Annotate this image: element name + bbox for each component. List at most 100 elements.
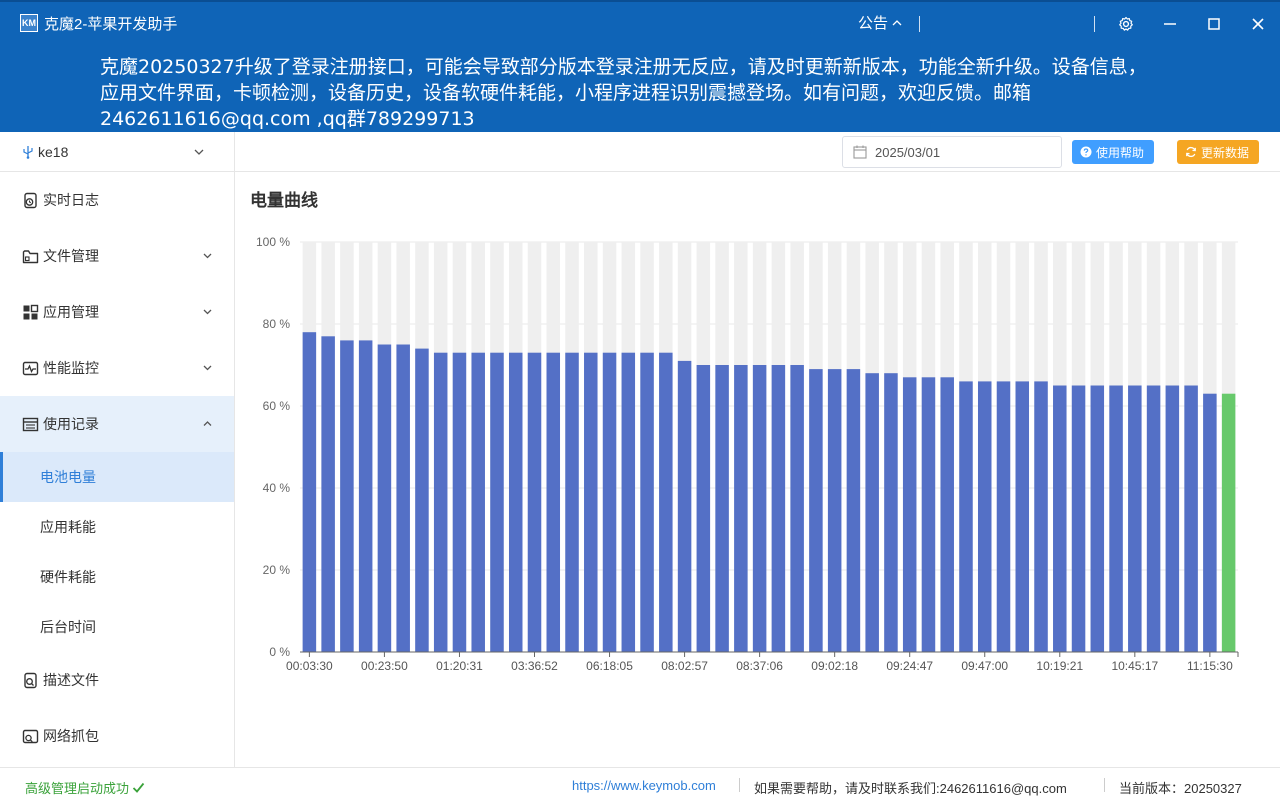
bar	[715, 365, 729, 652]
gear-icon	[1119, 16, 1133, 31]
y-tick-label: 40 %	[263, 481, 291, 495]
status-message-text: 高级管理启动成功	[25, 781, 130, 796]
divider	[1094, 16, 1095, 32]
sidebar-subitem-hw-energy[interactable]: 硬件耗能	[40, 569, 96, 585]
bar	[1109, 385, 1123, 652]
x-tick-label: 03:36:52	[511, 659, 558, 673]
status-bar: 高级管理启动成功 https://www.keymob.com 如果需要帮助，请…	[0, 767, 1280, 800]
sidebar-subitem-background-time[interactable]: 后台时间	[40, 619, 96, 635]
bar	[1165, 385, 1180, 652]
bar	[1128, 385, 1142, 652]
sidebar-item-file-manage[interactable]: 文件管理	[0, 228, 234, 284]
minimize-button[interactable]	[1158, 12, 1182, 36]
help-contact: 如果需要帮助，请及时联系我们:2462611616@qq.com	[754, 781, 1067, 796]
sidebar-item-usage-records[interactable]: 使用记录	[0, 396, 234, 452]
notice-label: 公告	[858, 15, 889, 32]
x-tick-label: 00:23:50	[361, 659, 408, 673]
chart-title: 电量曲线	[250, 191, 318, 210]
help-button-label: 使用帮助	[1096, 145, 1145, 160]
y-tick-label: 60 %	[263, 399, 291, 413]
calendar-icon	[853, 145, 867, 159]
chevron-up-icon	[892, 19, 902, 25]
bar	[452, 352, 467, 652]
monitor-icon	[22, 361, 39, 375]
version-value: 20250327	[1184, 781, 1242, 796]
bar	[1071, 385, 1086, 652]
divider	[739, 778, 740, 792]
y-tick-label: 80 %	[263, 317, 291, 331]
maximize-button[interactable]	[1202, 12, 1226, 36]
x-tick-label: 06:18:05	[586, 659, 633, 673]
sidebar-item-perf-monitor[interactable]: 性能监控	[0, 340, 234, 396]
bar	[677, 360, 692, 652]
x-tick-label: 11:15:30	[1187, 659, 1233, 673]
sidebar-item-label: 实时日志	[43, 192, 99, 208]
bar	[1034, 381, 1048, 652]
sidebar-item-packet-capture[interactable]: 网络抓包	[0, 708, 234, 764]
bar	[584, 352, 598, 652]
y-tick-label: 0 %	[269, 645, 290, 659]
x-tick-label: 10:19:21	[1036, 659, 1083, 673]
y-tick-label: 20 %	[263, 563, 291, 577]
sidebar-subitem-battery[interactable]: 电池电量	[0, 452, 234, 502]
profile-icon	[24, 672, 37, 688]
settings-button[interactable]	[1114, 12, 1138, 36]
status-message: 高级管理启动成功	[25, 778, 145, 797]
x-tick-label: 01:20:31	[436, 659, 483, 673]
bar	[1221, 393, 1236, 652]
y-tick-label: 100 %	[256, 235, 290, 249]
sidebar-subitem-app-energy[interactable]: 应用耗能	[40, 519, 96, 535]
log-icon	[24, 192, 37, 208]
bar	[396, 344, 410, 652]
chevron-up-icon	[203, 421, 212, 426]
sidebar-item-app-manage[interactable]: 应用管理	[0, 284, 234, 340]
bar	[433, 352, 448, 652]
help-button[interactable]: 使用帮助	[1072, 140, 1155, 164]
title-bar: KM 克魔2-苹果开发助手 公告	[0, 0, 1280, 44]
bar	[1053, 385, 1067, 652]
refresh-button-label: 更新数据	[1201, 145, 1250, 160]
x-tick-label: 09:47:00	[961, 659, 1008, 673]
bar	[977, 381, 992, 652]
bar	[996, 381, 1011, 652]
sidebar-item-label: 文件管理	[43, 248, 99, 264]
bar	[302, 332, 317, 652]
bar	[1090, 385, 1105, 652]
refresh-data-button[interactable]: 更新数据	[1177, 140, 1260, 164]
notice-toggle[interactable]: 公告	[858, 12, 903, 33]
bar	[508, 352, 523, 652]
app-title: 克魔2-苹果开发助手	[44, 15, 178, 33]
x-tick-label: 09:02:18	[811, 659, 858, 673]
bar	[921, 377, 936, 652]
check-icon	[132, 782, 145, 793]
date-picker[interactable]: 2025/03/01	[842, 136, 1062, 168]
bar	[527, 352, 542, 652]
sidebar: ke18 实时日志 文件管理 应用管理 性能监控 使用记录 电池电量 应用耗能 …	[0, 132, 235, 767]
bar	[471, 352, 485, 652]
bar	[546, 352, 561, 652]
device-select[interactable]: ke18	[0, 132, 234, 172]
usb-icon	[23, 145, 33, 159]
bar	[621, 352, 636, 652]
bar	[865, 373, 879, 652]
sidebar-item-realtime-log[interactable]: 实时日志	[0, 172, 234, 228]
bar	[640, 352, 654, 652]
chevron-down-icon	[203, 365, 212, 371]
bar	[659, 352, 673, 652]
bar	[771, 365, 786, 652]
sidebar-item-label: 性能监控	[43, 360, 99, 376]
bar	[490, 352, 504, 652]
bar	[415, 348, 429, 652]
device-name: ke18	[38, 143, 69, 160]
divider	[1104, 778, 1105, 792]
bar	[602, 352, 617, 652]
close-icon	[1252, 18, 1264, 30]
x-tick-label: 08:37:06	[736, 659, 783, 673]
sidebar-item-profiles[interactable]: 描述文件	[0, 652, 234, 708]
sidebar-item-label: 应用管理	[43, 304, 99, 320]
website-link[interactable]: https://www.keymob.com	[572, 778, 716, 793]
minimize-icon	[1164, 23, 1176, 25]
records-icon	[22, 417, 39, 431]
close-button[interactable]	[1246, 12, 1270, 36]
bar	[846, 369, 861, 652]
